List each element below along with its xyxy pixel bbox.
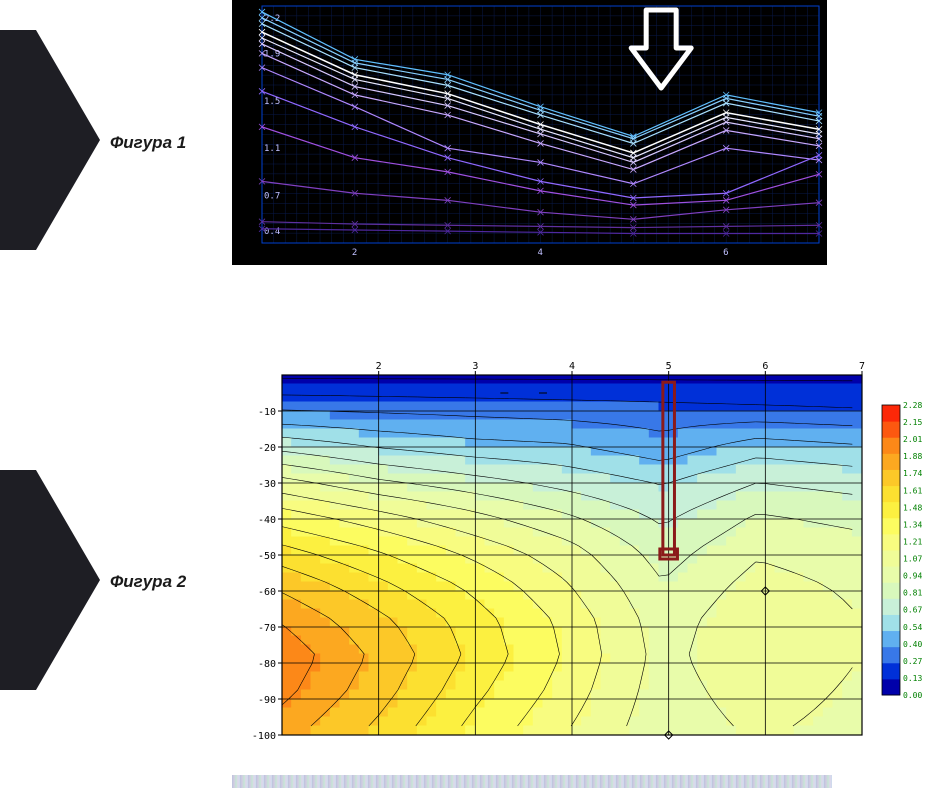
svg-text:-20: -20 xyxy=(258,443,276,454)
svg-text:1.74: 1.74 xyxy=(903,469,922,478)
svg-text:1.1: 1.1 xyxy=(264,144,280,154)
svg-text:6: 6 xyxy=(723,248,728,258)
chart2: 2 3 4 5 6 7 -10 -20 -30 -40 -50 -60 -70 -80 -90 -100 0.0… xyxy=(232,355,932,750)
svg-text:0.40: 0.40 xyxy=(903,640,922,649)
svg-text:-50: -50 xyxy=(258,551,276,562)
svg-text:2: 2 xyxy=(352,248,357,258)
svg-text:0.00: 0.00 xyxy=(903,691,922,700)
svg-text:2: 2 xyxy=(376,361,382,372)
noise-bar xyxy=(232,775,832,788)
svg-text:1.61: 1.61 xyxy=(903,486,922,495)
svg-text:-40: -40 xyxy=(258,515,276,526)
svg-text:1.21: 1.21 xyxy=(903,537,922,546)
svg-text:0.7: 0.7 xyxy=(264,192,280,202)
svg-text:4: 4 xyxy=(569,361,575,372)
svg-text:2.01: 2.01 xyxy=(903,435,922,444)
svg-text:1.88: 1.88 xyxy=(903,452,922,461)
chevron-fig2 xyxy=(0,470,100,690)
figure-1-label: Фигура 1 xyxy=(110,133,186,153)
svg-text:7: 7 xyxy=(859,361,865,372)
svg-text:2.28: 2.28 xyxy=(903,401,922,410)
svg-text:0.67: 0.67 xyxy=(903,606,922,615)
svg-text:1.5: 1.5 xyxy=(264,97,280,107)
svg-text:6: 6 xyxy=(762,361,768,372)
svg-text:1.48: 1.48 xyxy=(903,503,922,512)
svg-text:4: 4 xyxy=(538,248,543,258)
svg-text:-60: -60 xyxy=(258,587,276,598)
chevron-fig1 xyxy=(0,30,100,250)
svg-text:0.54: 0.54 xyxy=(903,623,922,632)
svg-text:3: 3 xyxy=(472,361,478,372)
svg-text:-30: -30 xyxy=(258,479,276,490)
svg-text:-10: -10 xyxy=(258,407,276,418)
svg-text:1.07: 1.07 xyxy=(903,555,922,564)
svg-text:2.15: 2.15 xyxy=(903,418,922,427)
svg-text:-70: -70 xyxy=(258,623,276,634)
svg-text:-80: -80 xyxy=(258,659,276,670)
svg-text:-100: -100 xyxy=(252,731,276,742)
chart1: 0.40.71.11.51.92.2246 xyxy=(232,0,827,265)
svg-text:0.27: 0.27 xyxy=(903,657,922,666)
svg-text:-90: -90 xyxy=(258,695,276,706)
figure-2-label: Фигура 2 xyxy=(110,572,186,592)
svg-text:0.81: 0.81 xyxy=(903,589,922,598)
svg-text:0.94: 0.94 xyxy=(903,572,922,581)
svg-text:5: 5 xyxy=(666,361,672,372)
svg-text:1.34: 1.34 xyxy=(903,520,922,529)
svg-text:0.13: 0.13 xyxy=(903,674,922,683)
